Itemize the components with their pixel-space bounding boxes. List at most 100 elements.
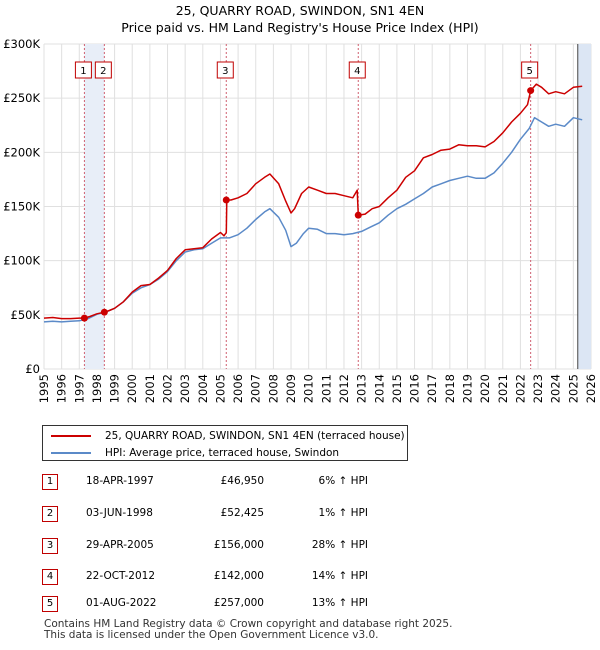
sale-price: £46,950 bbox=[220, 475, 264, 487]
x-tick-label: 2022 bbox=[513, 374, 527, 403]
x-tick-label: 2016 bbox=[408, 374, 422, 403]
sale-labels: 1 2 3 4 5 bbox=[74, 61, 539, 79]
sale-label-5: 5 bbox=[526, 66, 532, 77]
x-tick-label: 2015 bbox=[390, 374, 404, 403]
legend-item-property: 25, QUARRY ROAD, SWINDON, SN1 4EN (terra… bbox=[51, 428, 405, 444]
y-tick-label: £100K bbox=[3, 254, 40, 268]
x-tick-label: 2023 bbox=[531, 374, 545, 403]
chart-subtitle: Price paid vs. HM Land Registry's House … bbox=[121, 20, 478, 35]
y-tick-label: £300K bbox=[3, 37, 40, 51]
forecast-region bbox=[577, 44, 591, 369]
sale-price: £142,000 bbox=[213, 570, 264, 582]
x-tick-label: 2024 bbox=[549, 374, 563, 403]
sale-number-badge: 4 bbox=[42, 569, 58, 585]
legend-label-hpi: HPI: Average price, terraced house, Swin… bbox=[105, 447, 340, 459]
footer-line-copyright: Contains HM Land Registry data © Crown c… bbox=[44, 618, 453, 630]
sale-marker-3 bbox=[222, 196, 230, 204]
x-tick-label: 2010 bbox=[302, 374, 316, 403]
x-tick-label: 2006 bbox=[231, 374, 245, 403]
sale-hpi-change: 28% ↑ HPI bbox=[311, 539, 368, 551]
sale-marker-1 bbox=[80, 314, 88, 322]
sale-price: £52,425 bbox=[220, 507, 264, 519]
x-tick-label: 2011 bbox=[319, 374, 333, 403]
y-tick-label: £250K bbox=[3, 91, 40, 105]
sale-price: £257,000 bbox=[213, 597, 264, 609]
sale-date: 22-OCT-2012 bbox=[86, 570, 155, 582]
x-tick-label: 2025 bbox=[566, 374, 580, 403]
sale-hpi-change: 1% ↑ HPI bbox=[318, 507, 368, 519]
x-tick-label: 2013 bbox=[355, 374, 369, 403]
sale-number-badge: 3 bbox=[42, 538, 58, 554]
series bbox=[43, 83, 583, 323]
property-line bbox=[43, 83, 583, 320]
price-chart: 25, QUARRY ROAD, SWINDON, SN1 4EN Price … bbox=[3, 3, 598, 403]
legend: 25, QUARRY ROAD, SWINDON, SN1 4EN (terra… bbox=[42, 425, 408, 461]
sale-marker-5 bbox=[527, 87, 535, 95]
sale-label-box-3 bbox=[216, 61, 234, 79]
sale-marker-4 bbox=[354, 211, 362, 219]
table-row: 5 01-AUG-2022 £257,000 13% ↑ HPI bbox=[42, 596, 442, 614]
footer-notice: Contains HM Land Registry data © Crown c… bbox=[44, 619, 452, 641]
sale-band bbox=[84, 44, 105, 369]
y-tick-label: £200K bbox=[3, 145, 40, 159]
table-row: 2 03-JUN-1998 £52,425 1% ↑ HPI bbox=[42, 506, 442, 524]
x-tick-label: 1995 bbox=[37, 374, 51, 403]
chart-title: 25, QUARRY ROAD, SWINDON, SN1 4EN bbox=[176, 3, 425, 18]
x-tick-label: 2021 bbox=[496, 374, 510, 403]
sale-marker-2 bbox=[100, 308, 108, 316]
footer-line-licence: This data is licensed under the Open Gov… bbox=[44, 629, 379, 641]
y-tick-label: £150K bbox=[3, 200, 40, 214]
x-tick-label: 2008 bbox=[266, 374, 280, 403]
sale-label-box-2 bbox=[94, 61, 112, 79]
x-tick-label: 2026 bbox=[584, 374, 598, 403]
sale-hpi-change: 6% ↑ HPI bbox=[318, 475, 368, 487]
x-tick-label: 2001 bbox=[143, 374, 157, 403]
x-tick-label: 1997 bbox=[72, 374, 86, 403]
sale-number-badge: 1 bbox=[42, 474, 58, 490]
x-tick-label: 2014 bbox=[372, 374, 386, 403]
sale-number-badge: 5 bbox=[42, 596, 58, 612]
legend-item-hpi: HPI: Average price, terraced house, Swin… bbox=[51, 445, 339, 461]
sale-label-2: 2 bbox=[100, 66, 106, 77]
hpi-line bbox=[43, 116, 583, 323]
legend-line-hpi bbox=[51, 452, 91, 454]
sale-date: 29-APR-2005 bbox=[86, 539, 154, 551]
y-tick-label: £0 bbox=[25, 362, 40, 376]
sale-label-box-1 bbox=[74, 61, 92, 79]
sale-label-box-5 bbox=[521, 61, 539, 79]
x-tick-label: 2003 bbox=[178, 374, 192, 403]
sale-label-1: 1 bbox=[80, 66, 86, 77]
sale-number-badge: 2 bbox=[42, 506, 58, 522]
x-tick-label: 2012 bbox=[337, 374, 351, 403]
x-tick-label: 2000 bbox=[125, 374, 139, 403]
table-row: 4 22-OCT-2012 £142,000 14% ↑ HPI bbox=[42, 569, 442, 587]
x-tick-label: 2018 bbox=[443, 374, 457, 403]
x-tick-label: 2005 bbox=[213, 374, 227, 403]
x-tick-label: 2020 bbox=[478, 374, 492, 403]
grid bbox=[43, 43, 592, 370]
legend-line-property bbox=[51, 435, 91, 437]
sale-date: 18-APR-1997 bbox=[86, 475, 154, 487]
x-tick-label: 2007 bbox=[249, 374, 263, 403]
sale-markers bbox=[80, 87, 535, 322]
sale-lines bbox=[83, 44, 532, 369]
table-row: 3 29-APR-2005 £156,000 28% ↑ HPI bbox=[42, 538, 442, 556]
sale-label-3: 3 bbox=[222, 66, 228, 77]
sale-hpi-change: 13% ↑ HPI bbox=[311, 597, 368, 609]
x-tick-label: 2002 bbox=[161, 374, 175, 403]
x-tick-label: 1999 bbox=[108, 374, 122, 403]
sale-label-4: 4 bbox=[354, 66, 360, 77]
x-tick-label: 1998 bbox=[90, 374, 104, 403]
y-tick-label: £50K bbox=[11, 308, 41, 322]
sale-date: 03-JUN-1998 bbox=[86, 507, 153, 519]
sale-price: £156,000 bbox=[213, 539, 264, 551]
x-tick-label: 2009 bbox=[284, 374, 298, 403]
sale-label-box-4 bbox=[348, 61, 366, 79]
x-tick-label: 2017 bbox=[425, 374, 439, 403]
x-tick-label: 1996 bbox=[55, 374, 69, 403]
x-tick-label: 2004 bbox=[196, 374, 210, 403]
table-row: 1 18-APR-1997 £46,950 6% ↑ HPI bbox=[42, 474, 442, 492]
legend-label-property: 25, QUARRY ROAD, SWINDON, SN1 4EN (terra… bbox=[105, 430, 405, 442]
forecast-shade bbox=[577, 44, 591, 369]
